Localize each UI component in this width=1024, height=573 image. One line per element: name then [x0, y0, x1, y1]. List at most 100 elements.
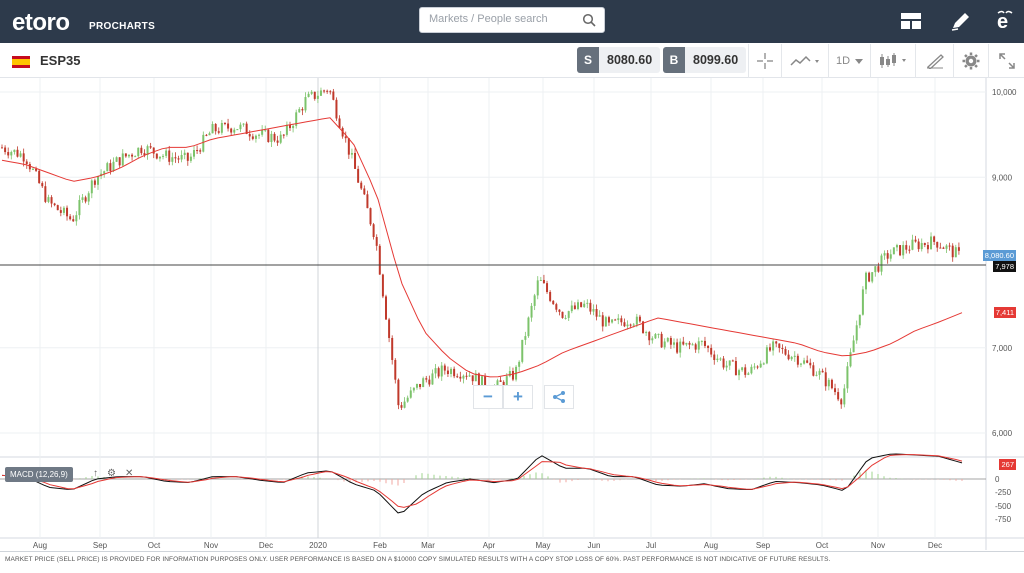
- x-tick-label: Dec: [259, 541, 273, 550]
- settings-button[interactable]: [953, 44, 988, 78]
- candle-body: [530, 305, 533, 318]
- crosshair-button[interactable]: [748, 44, 781, 78]
- candle-body: [7, 152, 10, 156]
- candle-body: [623, 322, 626, 327]
- candle-body: [880, 255, 883, 272]
- candle-body: [227, 123, 230, 129]
- x-tick-label: Oct: [816, 541, 829, 550]
- candle-body: [821, 370, 824, 373]
- candle-body: [115, 157, 118, 162]
- candle-body: [651, 338, 654, 341]
- candle-body: [16, 149, 19, 157]
- candle-body: [196, 150, 199, 152]
- zoom-controls: − +: [473, 385, 533, 409]
- svg-text:e: e: [997, 11, 1008, 33]
- candle-body: [840, 399, 843, 405]
- candle-body: [790, 356, 793, 360]
- candle-body: [753, 366, 756, 368]
- candle-body: [38, 170, 41, 184]
- candle-body: [428, 379, 431, 385]
- macd-indicator-label[interactable]: MACD (12,26,9): [5, 467, 73, 482]
- candle-body: [264, 129, 267, 131]
- candle-body: [570, 305, 573, 312]
- candle-body: [285, 124, 288, 135]
- search-input[interactable]: [429, 13, 579, 25]
- price-chart[interactable]: 10,000 9,000 7,000 6,000 0 -250 -500 -750 Aug S…: [0, 78, 1024, 550]
- arrow-up-icon[interactable]: ↑: [93, 468, 98, 479]
- candle-body: [865, 272, 867, 290]
- close-icon[interactable]: ✕: [124, 468, 134, 479]
- candle-body: [106, 163, 109, 172]
- candle-body: [419, 383, 422, 388]
- candle-body: [883, 253, 886, 256]
- share-button[interactable]: [544, 385, 574, 409]
- candle-body: [149, 146, 152, 148]
- fullscreen-button[interactable]: [988, 44, 1024, 78]
- macd-tick-label: -250: [995, 488, 1012, 497]
- search-icon[interactable]: [582, 13, 596, 32]
- candles-button[interactable]: [870, 44, 915, 78]
- candle-body: [886, 253, 889, 259]
- candle-body: [450, 368, 453, 375]
- market-search[interactable]: [419, 7, 605, 33]
- x-tick-label: Mar: [421, 541, 435, 550]
- candle-body: [595, 309, 598, 317]
- candle-body: [316, 95, 319, 99]
- timeframe-label: 1D: [835, 55, 851, 67]
- candle-body: [567, 311, 570, 318]
- x-tick-label: Sep: [93, 541, 108, 550]
- candle-body: [276, 140, 279, 143]
- etoro-e-icon[interactable]: e: [992, 8, 1018, 34]
- candle-body: [431, 373, 434, 385]
- zoom-in-button[interactable]: +: [503, 385, 533, 409]
- gear-small-icon[interactable]: ⚙: [107, 468, 116, 479]
- candle-body: [747, 373, 750, 375]
- candle-body: [406, 397, 409, 402]
- x-tick-label: Nov: [871, 541, 885, 550]
- x-tick-label: 2020: [309, 541, 327, 550]
- zoom-out-button[interactable]: −: [473, 385, 503, 409]
- etoro-logo[interactable]: etoro: [12, 9, 70, 36]
- chart-type-button[interactable]: [781, 44, 828, 78]
- candle-body: [871, 272, 874, 282]
- candle-body: [103, 171, 106, 174]
- layout-icon[interactable]: [898, 8, 924, 34]
- sell-button[interactable]: S 8080.60: [577, 47, 661, 73]
- candle-body: [741, 367, 744, 371]
- candle-body: [28, 163, 31, 170]
- candle-body: [930, 236, 933, 250]
- x-tick-label: Aug: [704, 541, 718, 550]
- candle-body: [131, 154, 134, 157]
- draw-pencil-icon[interactable]: [948, 8, 974, 34]
- candle-body: [787, 354, 790, 360]
- candle-body: [666, 337, 669, 342]
- candle-body: [319, 90, 322, 96]
- candle-body: [796, 355, 799, 365]
- candle-body: [505, 376, 508, 387]
- timeframe-dropdown[interactable]: 1D: [828, 44, 870, 78]
- candle-body: [837, 392, 840, 400]
- candle-body: [923, 243, 926, 245]
- buy-button[interactable]: B 8099.60: [663, 47, 747, 73]
- candle-body: [614, 319, 617, 321]
- candle-body: [347, 138, 350, 155]
- macd-value-tag: 267: [999, 459, 1016, 470]
- x-tick-label: Jun: [588, 541, 601, 550]
- candle-body: [707, 345, 710, 348]
- drawing-tools-button[interactable]: [915, 44, 953, 78]
- candle-body: [660, 333, 663, 348]
- candle-body: [87, 193, 90, 202]
- ma-price-tag: 7,411: [993, 307, 1016, 318]
- candle-body: [552, 300, 555, 305]
- candle-body: [920, 243, 923, 250]
- candle-body: [326, 90, 329, 92]
- instrument-symbol[interactable]: ESP35: [40, 53, 81, 68]
- candle-body: [335, 99, 338, 119]
- candle-body: [422, 378, 425, 388]
- candle-body: [954, 247, 957, 258]
- candle-body: [230, 128, 233, 133]
- candle-body: [109, 163, 112, 171]
- candle-body: [183, 152, 186, 155]
- chart-type-icon: [790, 55, 819, 66]
- candle-body: [245, 123, 248, 134]
